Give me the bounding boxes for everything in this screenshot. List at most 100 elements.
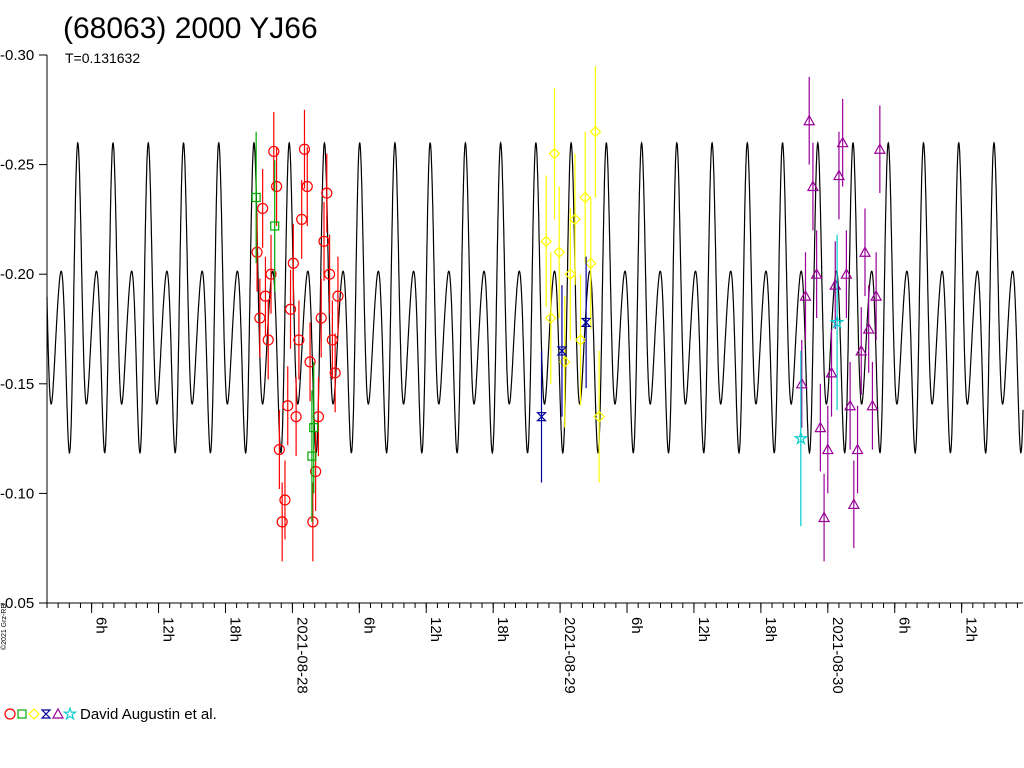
copyright-note: ©2021 Grz-RB [0,604,8,650]
data-point [287,257,299,269]
data-point [829,314,845,329]
data-point [803,114,816,126]
x-tick-label: 6h [93,617,110,634]
data-point [810,267,823,279]
legend-label: David Augustin et al. [80,706,217,723]
x-tick-label: 2021-08-28 [293,617,310,694]
data-point [251,246,263,258]
data-point [265,268,277,280]
x-tick-label: 6h [896,617,913,634]
data-point [840,267,853,279]
y-tick-label: -0.15 [0,376,34,393]
data-point [799,289,812,301]
x-tick-label: 18h [226,617,243,642]
data-point [326,334,338,346]
data-point [310,465,322,478]
data-point [593,410,605,423]
legend-marker-diamond [28,708,40,720]
x-tick-label: 12h [427,617,444,642]
data-point [818,511,831,523]
series-6 [793,234,845,527]
data-point [858,246,872,257]
y-axis: -0.30 -0.25 -0.20 -0.15 -0.10 -0.05 [0,47,48,612]
data-point [825,366,838,378]
series-5 [795,76,886,562]
data-point [844,399,857,411]
data-point [270,221,280,231]
data-point [862,322,875,334]
data-point [574,334,587,346]
x-tick-label: 2021-08-30 [829,617,846,694]
x-tick-label: 12h [695,617,712,642]
data-point [304,356,316,368]
data-point [579,191,592,204]
data-point [540,235,553,248]
legend: David Augustin et al. [4,706,217,723]
x-tick-label: 2021-08-29 [561,617,578,694]
y-tick-label: -0.30 [0,47,34,64]
data-point [589,125,602,138]
data-point [795,377,808,389]
data-point [268,145,280,158]
x-tick-label: 18h [762,617,779,642]
x-tick-label: 6h [360,617,377,634]
chart-title: (68063) 2000 YJ66 [63,12,318,45]
data-point [307,451,317,461]
legend-marker-triangle [51,707,65,719]
data-point [262,334,274,346]
data-point [873,143,886,154]
data-point [855,344,868,356]
data-point [251,192,261,203]
y-tick-label: -0.20 [0,266,34,283]
legend-marker-circle [4,708,16,720]
data-point [829,278,842,290]
data-point [851,443,864,455]
data-point [536,412,547,422]
data-point [569,213,581,226]
x-tick-label: 12h [160,617,177,642]
data-point [273,443,285,456]
data-point [309,423,319,433]
data-point [564,268,577,281]
model-curve [46,140,1024,455]
data-point [806,180,819,192]
y-tick-label: -0.10 [0,485,34,502]
data-point [293,334,305,346]
data-point [821,443,834,455]
data-point [323,268,336,280]
legend-marker-bowtie [40,709,52,719]
x-tick-label: 12h [963,617,980,642]
data-point [329,367,341,379]
observation-series [251,65,886,562]
data-point [276,516,288,528]
y-tick-label: -0.25 [0,157,34,174]
series-1 [251,109,344,562]
data-point [321,187,333,199]
data-point [298,143,311,155]
series-3 [540,65,605,483]
data-point [301,180,313,193]
data-point [553,246,566,259]
data-point [832,169,845,181]
series-2 [251,131,319,522]
data-point [315,312,327,324]
data-point [284,303,297,315]
x-tick-label: 6h [628,617,645,634]
data-point [290,411,302,423]
data-point [870,289,883,301]
data-point [814,421,827,433]
data-point [270,180,283,193]
data-point [866,399,879,411]
legend-marker-star [62,706,78,721]
data-point [584,257,597,270]
data-point [307,516,319,528]
x-tick-label: 18h [494,617,511,642]
series-4 [536,256,592,483]
data-point [548,147,561,160]
data-point [544,312,557,324]
data-point [257,202,269,215]
data-point [836,136,849,148]
x-axis: 6h 12h 18h 2021-08-28 6h 12h 18h 2021-08-29 6h 12… [46,602,1023,694]
data-point [556,346,568,356]
